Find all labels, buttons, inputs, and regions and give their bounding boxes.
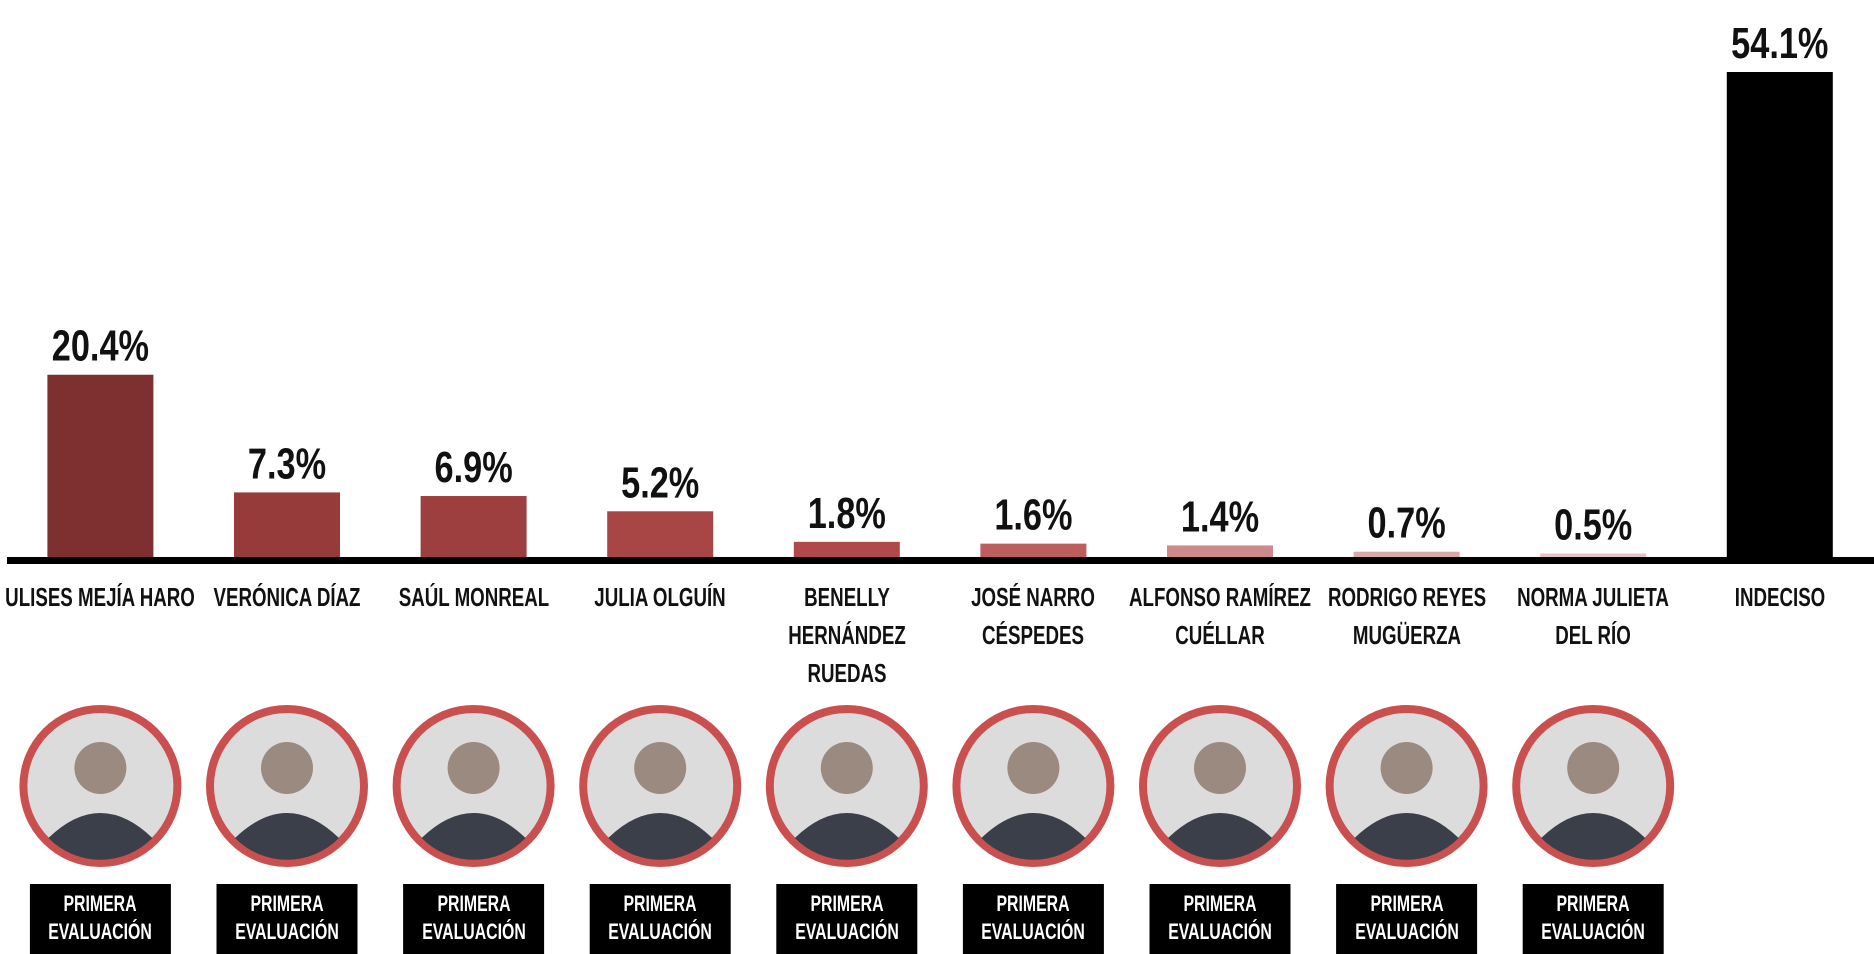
badge-text: PRIMERA EVALUACIÓN	[795, 890, 899, 946]
photo-head	[1381, 742, 1433, 794]
value-label: 6.9%	[435, 443, 513, 492]
category-label: RODRIGO REYES MUGÜERZA	[1328, 578, 1486, 654]
value-label-group: 6.9%	[435, 443, 513, 492]
value-label-group: 5.2%	[621, 458, 699, 507]
badge-text: PRIMERA EVALUACIÓN	[49, 890, 153, 946]
value-label-group: 20.4%	[52, 322, 149, 371]
value-label: 7.3%	[248, 439, 326, 488]
category-label: VERÓNICA DÍAZ	[214, 578, 361, 616]
bar	[1167, 545, 1273, 558]
photo-head	[448, 742, 500, 794]
category-label: SAÚL MONREAL	[398, 578, 548, 616]
bar	[421, 496, 527, 558]
bar	[234, 492, 340, 558]
bar	[47, 375, 153, 558]
badge-text: PRIMERA EVALUACIÓN	[1168, 890, 1272, 946]
bar	[1727, 72, 1833, 558]
value-label: 5.2%	[621, 458, 699, 507]
bar	[607, 511, 713, 558]
value-label-group: 54.1%	[1731, 19, 1828, 68]
badge-text: PRIMERA EVALUACIÓN	[1355, 890, 1459, 946]
bar	[794, 542, 900, 558]
value-label: 1.6%	[994, 491, 1072, 540]
photo-head	[1007, 742, 1059, 794]
badge-text: PRIMERA EVALUACIÓN	[608, 890, 712, 946]
value-label-group: 1.8%	[808, 489, 886, 538]
value-label-group: 0.7%	[1368, 499, 1446, 548]
value-label: 1.8%	[808, 489, 886, 538]
photo-head	[821, 742, 873, 794]
bar	[980, 544, 1086, 558]
category-label: INDECISO	[1735, 578, 1825, 616]
value-label: 1.4%	[1181, 492, 1259, 541]
category-label: JOSÉ NARRO CÉSPEDES	[971, 578, 1095, 654]
plot: 20.4% 7.3% 6.9% 5.2% 1.8% 1.6% 1.4% 0.7% 0.5% 54.…	[0, 0, 1874, 954]
photo-head	[1194, 742, 1246, 794]
badge-text: PRIMERA EVALUACIÓN	[235, 890, 339, 946]
value-label-group: 0.5%	[1554, 500, 1632, 549]
value-label-group: 1.4%	[1181, 492, 1259, 541]
category-label: BENELLY HERNÁNDEZ RUEDAS	[788, 578, 906, 692]
badge-text: PRIMERA EVALUACIÓN	[422, 890, 526, 946]
value-label: 20.4%	[52, 322, 149, 371]
value-label-group: 7.3%	[248, 439, 326, 488]
value-label: 0.5%	[1554, 500, 1632, 549]
category-label: ULISES MEJÍA HARO	[6, 578, 196, 616]
category-label: NORMA JULIETA DEL RÍO	[1517, 578, 1669, 654]
photo-head	[261, 742, 313, 794]
category-label: JULIA OLGUÍN	[594, 578, 725, 616]
badge-text: PRIMERA EVALUACIÓN	[1541, 890, 1645, 946]
baseline	[7, 557, 1874, 564]
value-label: 54.1%	[1731, 19, 1828, 68]
value-label-group: 1.6%	[994, 491, 1072, 540]
badge-text: PRIMERA EVALUACIÓN	[982, 890, 1086, 946]
photo-head	[74, 742, 126, 794]
category-label: ALFONSO RAMÍREZ CUÉLLAR	[1129, 578, 1311, 654]
value-label: 0.7%	[1368, 499, 1446, 548]
photo-head	[634, 742, 686, 794]
photo-head	[1567, 742, 1619, 794]
chart: 20.4% 7.3% 6.9% 5.2% 1.8% 1.6% 1.4% 0.7% 0.5% 54.…	[0, 0, 1874, 954]
